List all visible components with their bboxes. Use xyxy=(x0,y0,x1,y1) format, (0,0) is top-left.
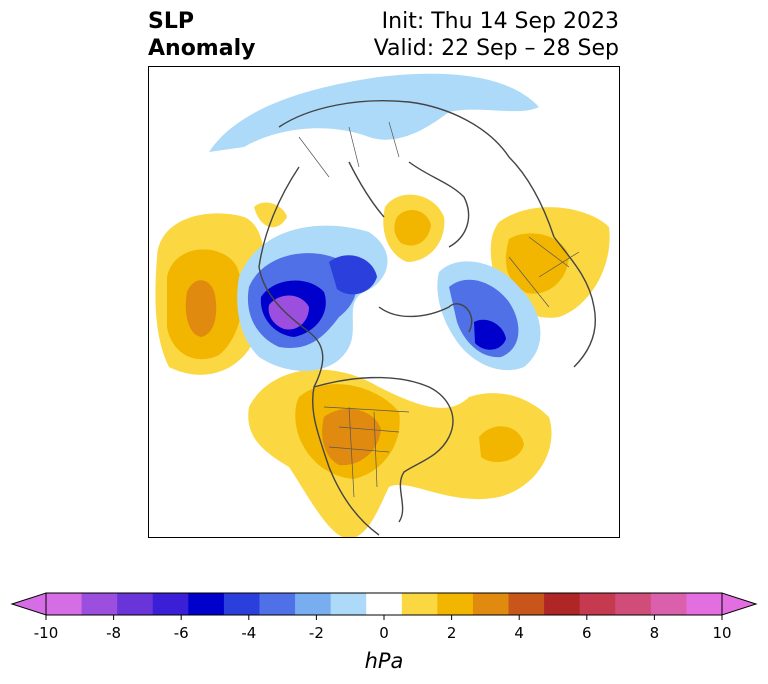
title-variable: SLP xyxy=(148,9,194,34)
colorbar-tick-label: -10 xyxy=(34,624,59,642)
colorbar-cells xyxy=(10,592,758,616)
colorbar-tick-label: 4 xyxy=(514,624,524,642)
colorbar-cell xyxy=(401,593,438,615)
positive-anomaly-atlantic-core xyxy=(479,426,524,463)
colorbar-tick-label: -6 xyxy=(174,624,189,642)
positive-anomaly-us-max xyxy=(322,408,381,466)
colorbar-tick-label: -4 xyxy=(241,624,256,642)
positive-anomaly-siberia-core xyxy=(394,210,431,246)
positive-anomaly-europe-core xyxy=(505,233,569,294)
negative-anomaly-norway-core xyxy=(474,319,506,350)
map-title: SLP Anomaly xyxy=(148,8,255,62)
valid-range: Valid: 22 Sep – 28 Sep xyxy=(373,36,619,61)
colorbar-cell xyxy=(295,593,332,615)
slp-anomaly-map xyxy=(155,73,610,537)
anomaly-fields xyxy=(155,73,610,537)
colorbar-unit-label: hPa xyxy=(365,649,404,673)
colorbar-tick-label: 10 xyxy=(712,624,731,642)
colorbar-tick-label: 0 xyxy=(379,624,389,642)
colorbar-extend-min xyxy=(10,592,47,616)
colorbar-cell xyxy=(259,593,296,615)
colorbar-cell xyxy=(188,593,225,615)
colorbar-cell xyxy=(579,593,616,615)
negative-anomaly-arctic-band xyxy=(209,73,539,152)
colorbar-cell xyxy=(223,593,260,615)
colorbar-cell xyxy=(152,593,189,615)
colorbar: -10 -8 -6 -4 -2 0 2 4 6 8 10 hPa xyxy=(10,592,758,673)
colorbar-cell xyxy=(508,593,545,615)
coastlines xyxy=(258,100,596,536)
colorbar-cell xyxy=(437,593,474,615)
colorbar-tick-label: 2 xyxy=(447,624,457,642)
init-date: Init: Thu 14 Sep 2023 xyxy=(381,9,619,34)
colorbar-cell xyxy=(615,593,652,615)
map-panel xyxy=(148,66,620,538)
borders xyxy=(298,121,580,498)
colorbar-tick-label: -2 xyxy=(309,624,324,642)
colorbar-tick-label: 8 xyxy=(650,624,660,642)
negative-anomaly-gulf-alaska-core xyxy=(268,295,309,330)
title-quantity: Anomaly xyxy=(148,36,256,61)
colorbar-cell xyxy=(330,593,367,615)
colorbar-extend-max xyxy=(721,592,758,616)
positive-anomaly-greenland-west xyxy=(254,202,287,228)
colorbar-ticks: -10 -8 -6 -4 -2 0 2 4 6 8 10 xyxy=(34,615,732,642)
colorbar-tick-label: 6 xyxy=(582,624,592,642)
colorbar-cell xyxy=(366,593,403,615)
colorbar-cell xyxy=(46,593,83,615)
colorbar-cell xyxy=(686,593,723,615)
colorbar-cell xyxy=(81,593,118,615)
map-dates: Init: Thu 14 Sep 2023 Valid: 22 Sep – 28… xyxy=(374,8,619,62)
colorbar-cell xyxy=(117,593,154,615)
colorbar-tick-label: -8 xyxy=(106,624,121,642)
colorbar-cell xyxy=(544,593,581,615)
colorbar-cell xyxy=(472,593,510,615)
negative-anomaly-bering xyxy=(329,255,377,295)
positive-anomaly-pacific-max xyxy=(185,280,217,337)
colorbar-cell xyxy=(650,593,687,615)
